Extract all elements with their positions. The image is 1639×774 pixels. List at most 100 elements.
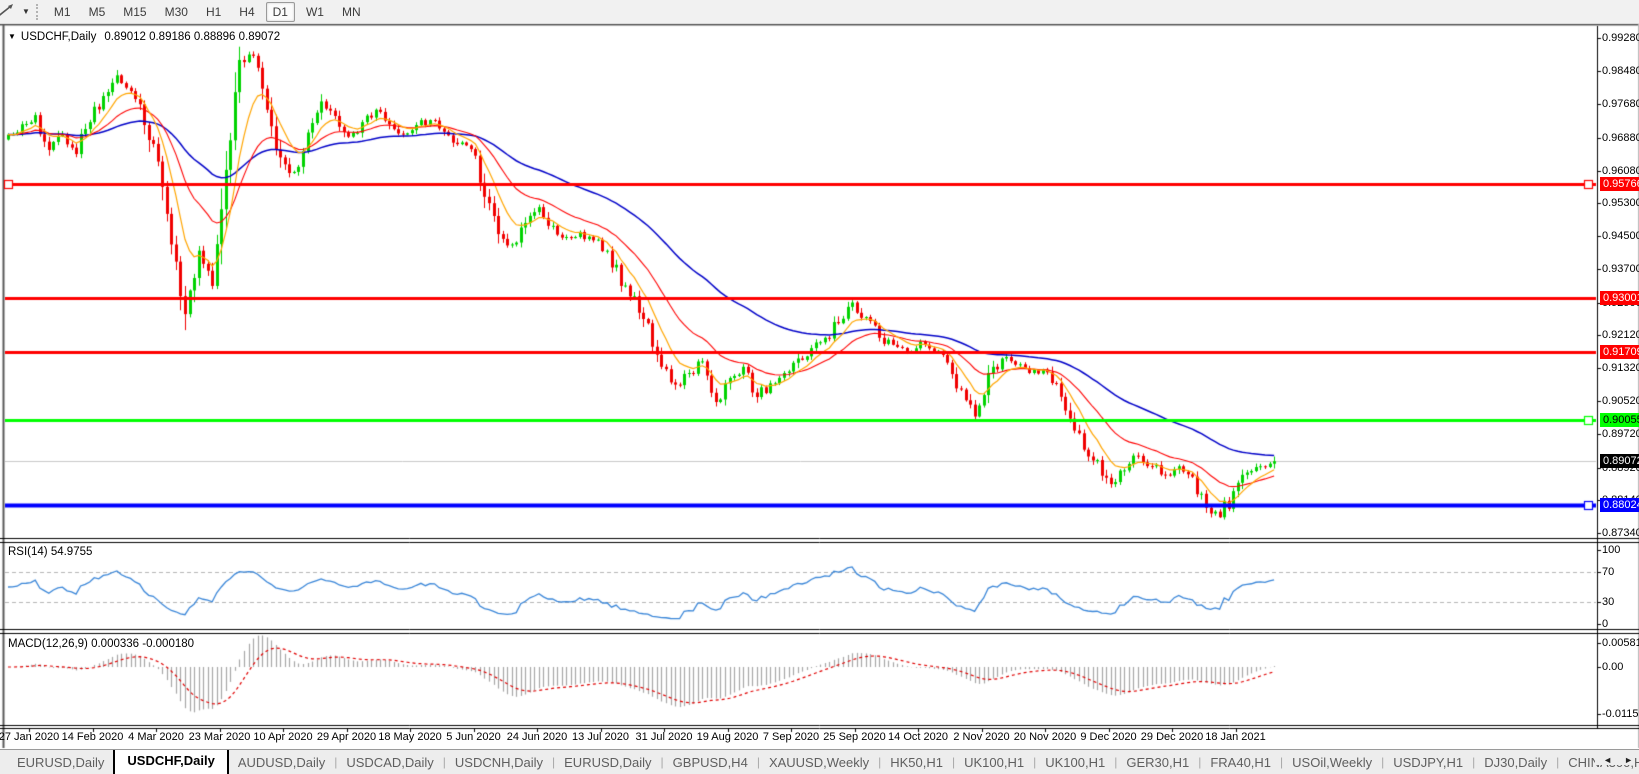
price-tick-label: 0.98480 — [1602, 65, 1639, 77]
date-label: 13 Jul 2020 — [572, 731, 629, 743]
tab-separator: | — [552, 755, 556, 769]
date-label: 31 Jul 2020 — [635, 731, 693, 743]
tab-separator: | — [878, 755, 882, 769]
chart-tab-usoil-weekly[interactable]: USOil,Weekly — [1292, 754, 1373, 770]
timeframe-button-h1[interactable]: H1 — [205, 4, 222, 19]
level-price-badge: 0.88024 — [1600, 498, 1639, 512]
timeframe-button-m5[interactable]: M5 — [88, 4, 106, 19]
tab-separator: | — [1280, 755, 1284, 769]
tab-separator: | — [1472, 755, 1476, 769]
tab-scroll-arrows: ◄ ► — [1595, 755, 1633, 765]
rsi-tick-label: 100 — [1602, 544, 1621, 556]
timeframe-button-w1[interactable]: W1 — [305, 4, 324, 19]
toolbar-grip-handle[interactable] — [35, 3, 38, 20]
chart-tab-uk100-h1[interactable]: UK100,H1 — [1045, 754, 1106, 770]
level-price-badge: 0.90055 — [1600, 413, 1639, 427]
tab-separator: | — [1556, 755, 1560, 769]
chart-tab-usdchf-daily[interactable]: USDCHF,Daily — [113, 750, 229, 774]
price-tick-label: 0.90520 — [1602, 395, 1639, 407]
chart-tab-usdcnh-daily[interactable]: USDCNH,Daily — [454, 754, 544, 770]
tab-separator: | — [442, 755, 446, 769]
date-label: 7 Sep 2020 — [762, 731, 820, 743]
timeframe-button-h4[interactable]: H4 — [239, 4, 255, 19]
toolbar: ▼ M1 M5 M15 M30 H1 H4 D1 W1 MN — [0, 0, 1639, 24]
date-label: 9 Dec 2020 — [1080, 731, 1137, 743]
chart-title: ▼ USDCHF,Daily 0.89012 0.89186 0.88896 0.8… — [8, 31, 280, 43]
chart-symbol: USDCHF,Daily — [20, 31, 97, 43]
date-label: 29 Dec 2020 — [1140, 731, 1204, 743]
date-label: 14 Feb 2020 — [61, 731, 124, 743]
tabs-holder: EURUSD,Daily USDCHF,Daily AUDUSD,Daily | USD… — [8, 750, 1639, 774]
chart-tab-uk100-h1[interactable]: UK100,H1 — [964, 754, 1025, 770]
price-tick-label: 0.87340 — [1602, 527, 1639, 539]
date-label: 25 Sep 2020 — [823, 731, 886, 743]
trendline-tool-icon[interactable] — [0, 3, 15, 21]
date-label: 18 May 2020 — [378, 731, 442, 743]
chart-tab-eurusd-daily[interactable]: EURUSD,Daily — [564, 754, 652, 770]
level-price-badge: 0.91709 — [1600, 345, 1639, 359]
tab-separator: | — [1114, 755, 1118, 769]
price-tick-label: 0.92120 — [1602, 329, 1639, 341]
price-tick-label: 0.89720 — [1602, 428, 1639, 440]
rsi-tick-label: 70 — [1602, 566, 1615, 578]
tab-scroll-right-icon[interactable]: ► — [1624, 755, 1633, 765]
chart-tab-usdjpy-h1[interactable]: USDJPY,H1 — [1393, 754, 1464, 770]
price-tick-label: 0.94500 — [1602, 230, 1639, 242]
timeframe-buttons: M1 M5 M15 M30 H1 H4 D1 W1 MN — [45, 1, 370, 22]
date-label: 27 Jan 2020 — [0, 731, 60, 743]
price-tick-label: 0.96080 — [1602, 165, 1639, 177]
chart-ohlc-values: 0.89012 0.89186 0.88896 0.89072 — [104, 31, 281, 43]
rsi-tick-label: 30 — [1602, 596, 1615, 608]
timeframe-button-m15[interactable]: M15 — [123, 4, 147, 19]
date-label: 10 Apr 2020 — [253, 731, 313, 743]
timeframe-button-m30[interactable]: M30 — [164, 4, 188, 19]
chart-tab-audusd-daily[interactable]: AUDUSD,Daily — [237, 754, 326, 770]
date-label: 24 Jun 2020 — [506, 731, 568, 743]
timeframe-button-mn[interactable]: MN — [341, 4, 361, 19]
price-tick-label: 0.99280 — [1602, 32, 1639, 44]
level-price-badge: 0.93001 — [1600, 291, 1639, 305]
date-label: 20 Nov 2020 — [1013, 731, 1077, 743]
tab-separator: | — [756, 755, 760, 769]
date-label: 2 Nov 2020 — [953, 731, 1010, 743]
rsi-label: RSI(14) 54.9755 — [8, 546, 93, 558]
macd-tick-label: 0.00 — [1602, 661, 1624, 673]
timeframe-button-d1[interactable]: D1 — [265, 1, 295, 22]
level-price-badge: 0.95766 — [1600, 177, 1639, 191]
chart-tab-gbpusd-h4[interactable]: GBPUSD,H4 — [672, 754, 748, 770]
price-tick-label: 0.91320 — [1602, 362, 1639, 374]
date-label: 23 Mar 2020 — [188, 731, 251, 743]
chart-tab-ger30-h1[interactable]: GER30,H1 — [1126, 754, 1190, 770]
timeframe-button-m1[interactable]: M1 — [53, 4, 71, 19]
price-tick-label: 0.97680 — [1602, 98, 1639, 110]
tab-separator: | — [1033, 755, 1037, 769]
price-tick-label: 0.95300 — [1602, 197, 1639, 209]
chart-tab-fra40-h1[interactable]: FRA40,H1 — [1210, 754, 1272, 770]
macd-label: MACD(12,26,9) 0.000336 -0.000180 — [8, 638, 195, 650]
chart-tab-dj30-daily[interactable]: DJ30,Daily — [1484, 754, 1548, 770]
tool-dropdown-arrow-icon[interactable]: ▼ — [22, 7, 30, 16]
price-tick-label: 0.93700 — [1602, 263, 1639, 275]
tab-separator: | — [334, 755, 338, 769]
date-label: 14 Oct 2020 — [888, 731, 948, 743]
price-tick-label: 0.96880 — [1602, 132, 1639, 144]
macd-tick-label: -0.011514 — [1602, 708, 1639, 720]
chart-tab-hk50-h1[interactable]: HK50,H1 — [890, 754, 943, 770]
date-label: 19 Aug 2020 — [696, 731, 759, 743]
chart-title-caret-icon[interactable]: ▼ — [8, 32, 16, 41]
chart-tab-bar: EURUSD,Daily USDCHF,Daily AUDUSD,Daily | USD… — [0, 749, 1639, 774]
chart-tab-xauusd-weekly[interactable]: XAUUSD,Weekly — [768, 754, 870, 770]
date-label: 4 Mar 2020 — [128, 731, 184, 743]
chart-tab-usdcad-daily[interactable]: USDCAD,Daily — [346, 754, 434, 770]
tab-separator: | — [1381, 755, 1385, 769]
rsi-tick-label: 0 — [1602, 618, 1609, 630]
macd-tick-label: 0.005818 — [1602, 637, 1639, 649]
chart-tab-eurusd-daily[interactable]: EURUSD,Daily — [17, 754, 105, 770]
tab-separator: | — [952, 755, 956, 769]
date-label: 18 Jan 2021 — [1205, 731, 1266, 743]
tab-separator: | — [660, 755, 664, 769]
tab-scroll-left-icon[interactable]: ◄ — [1603, 755, 1613, 765]
current-price-badge: 0.89072 — [1600, 454, 1639, 468]
